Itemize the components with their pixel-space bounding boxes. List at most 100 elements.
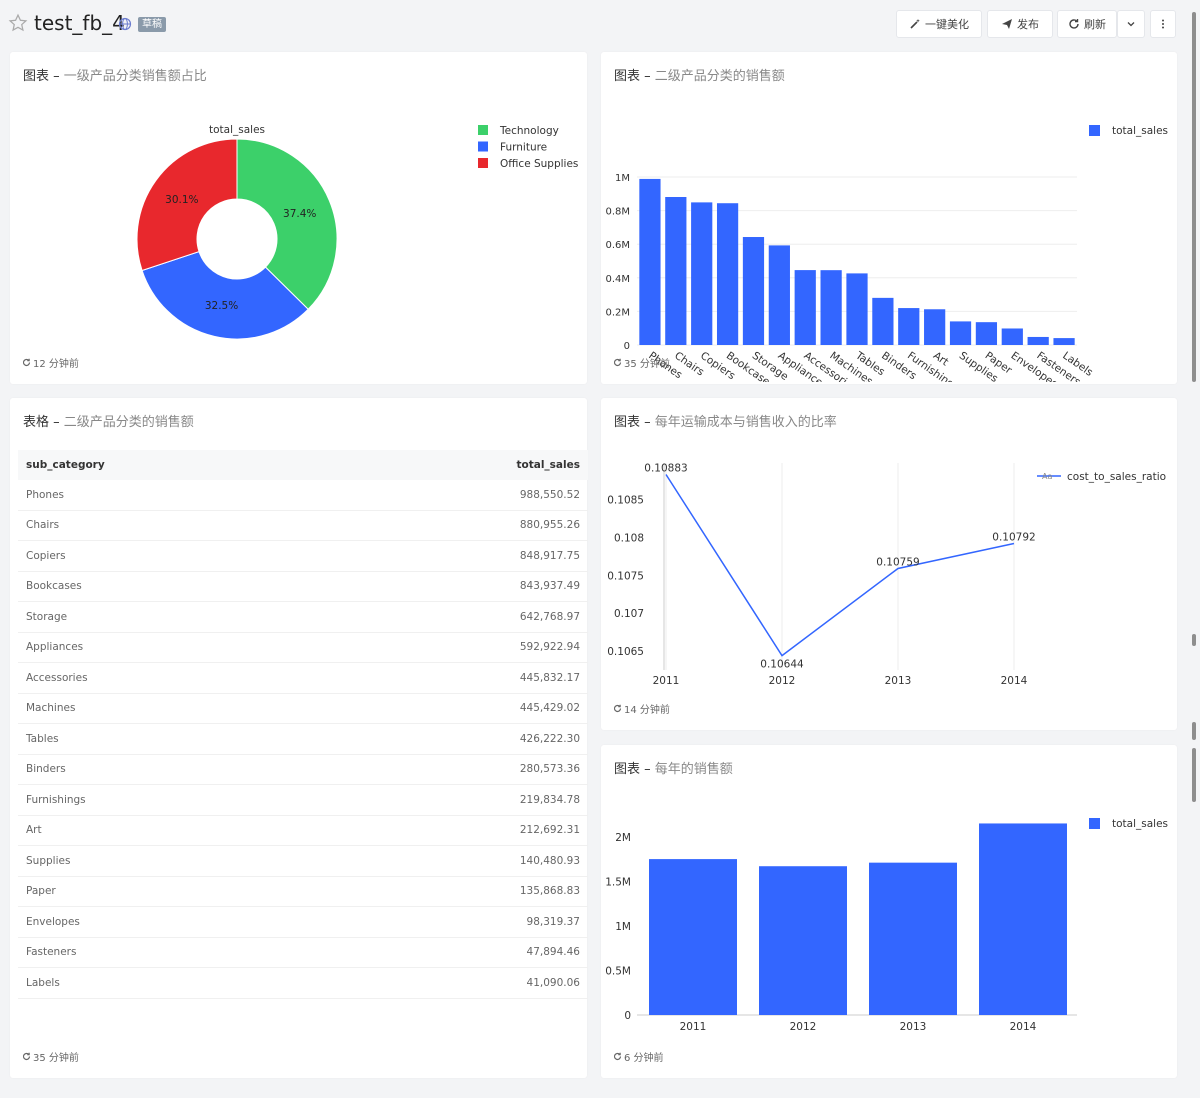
table-body: Phones 988,550.52 Chairs 880,955.26 Copiers 8…	[18, 480, 588, 999]
legend-label: Furniture	[500, 142, 547, 154]
table-row: Fasteners 47,894.46	[18, 938, 588, 968]
x-tick-label: 2013	[885, 675, 912, 687]
legend-swatch	[478, 141, 488, 152]
table-row: Supplies 140,480.93	[18, 846, 588, 877]
bar-binders	[872, 297, 894, 345]
scrollbar-thumb-3[interactable]	[1192, 722, 1196, 740]
refresh-small-icon	[613, 358, 622, 367]
table-row: Chairs 880,955.26	[18, 511, 588, 541]
y-tick-label: 0.5M	[605, 965, 631, 977]
cell-sub-category: Furnishings	[26, 793, 86, 806]
table-row: Machines 445,429.02	[18, 694, 588, 724]
refresh-small-icon	[613, 704, 622, 713]
refresh-button[interactable]: 刷新	[1057, 10, 1117, 38]
magic-wand-icon	[910, 19, 920, 29]
page-scrollbar[interactable]	[1190, 0, 1198, 1098]
card-title: 图表 – 每年运输成本与销售收入的比率	[614, 415, 837, 430]
card-title-prefix: 图表	[614, 69, 641, 84]
publish-label: 发布	[1017, 18, 1039, 31]
scrollbar-thumb-2[interactable]	[1192, 634, 1196, 646]
bar-supplies	[949, 321, 972, 345]
beautify-label: 一键美化	[925, 18, 969, 31]
cell-total-sales: 445,832.17	[519, 671, 580, 684]
y-tick-label: 0	[624, 1010, 631, 1022]
card-title-subtitle: 每年运输成本与销售收入的比率	[654, 415, 837, 430]
globe-icon	[118, 17, 132, 31]
legend-label: total_sales	[1112, 818, 1168, 830]
cell-sub-category: Tables	[26, 732, 59, 745]
y-tick-label: 0.1065	[607, 646, 644, 658]
card-footer: 35 分钟前	[613, 355, 670, 370]
ratio-line-card: 图表 – 每年运输成本与销售收入的比率 0.1065 0.107 0.1075 0.1…	[601, 398, 1177, 730]
table-row: Binders 280,573.36	[18, 755, 588, 785]
cell-total-sales: 135,868.83	[519, 885, 580, 898]
sales-table: sub_category total_sales Phones 988,550.5…	[18, 450, 588, 999]
pie-slice-office-supplies	[136, 138, 238, 272]
cell-sub-category: Accessories	[26, 671, 88, 684]
scrollbar-thumb[interactable]	[1192, 12, 1196, 382]
card-title: 表格 – 二级产品分类的销售额	[23, 415, 194, 430]
ratio-line-chart: 0.1065 0.107 0.1075 0.108 0.1085 0.10883 2011 0…	[607, 463, 1166, 687]
cell-total-sales: 140,480.93	[519, 854, 580, 867]
cell-sub-category: Paper	[26, 885, 56, 898]
card-title-subtitle: 二级产品分类的销售额	[63, 415, 194, 430]
star-icon[interactable]	[8, 13, 28, 33]
column-header-total-sales[interactable]: total_sales	[516, 459, 581, 471]
refresh-small-icon	[22, 358, 31, 367]
cell-sub-category: Fasteners	[26, 946, 77, 959]
card-title-subtitle: 每年的销售额	[654, 762, 733, 777]
draft-badge: 草稿	[138, 17, 166, 32]
bar-labels	[1053, 338, 1075, 345]
bar-copiers	[691, 202, 713, 345]
table-row: Tables 426,222.30	[18, 724, 588, 755]
publish-button[interactable]: 发布	[987, 10, 1053, 38]
updated-time: 14 分钟前	[624, 705, 670, 716]
pie-label: 37.4%	[283, 208, 316, 220]
legend-marker: Aa	[1042, 472, 1052, 481]
table-row: Furnishings 219,834.78	[18, 785, 588, 816]
bar-fasteners	[1027, 336, 1049, 345]
updated-time: 6 分钟前	[624, 1053, 664, 1064]
column-header-sub-category[interactable]: sub_category	[26, 459, 105, 471]
card-title: 图表 – 每年的销售额	[614, 762, 733, 777]
cell-sub-category: Supplies	[26, 854, 71, 867]
data-label: 0.10644	[760, 659, 804, 671]
bar-2011	[649, 859, 737, 1015]
more-vertical-icon	[1162, 19, 1164, 29]
table-row: Art 212,692.31	[18, 816, 588, 846]
cell-sub-category: Bookcases	[26, 580, 82, 593]
scrollbar-thumb-4[interactable]	[1192, 748, 1196, 802]
bar-phones	[639, 178, 661, 345]
dashboard-title: test_fb_4	[34, 11, 125, 35]
table-row: Storage 642,768.97	[18, 602, 588, 633]
legend-swatch	[1089, 125, 1100, 136]
y-tick-label: 0.6M	[605, 240, 630, 251]
bar-art	[924, 309, 946, 345]
card-title-prefix: 表格	[23, 415, 50, 430]
more-menu-button[interactable]	[1150, 10, 1176, 38]
updated-time: 35 分钟前	[33, 1053, 79, 1064]
cell-total-sales: 843,937.49	[519, 580, 580, 593]
x-tick-label: 2012	[790, 1021, 817, 1033]
beautify-button[interactable]: 一键美化	[896, 10, 982, 38]
cell-total-sales: 47,894.46	[526, 946, 580, 959]
legend-label: total_sales	[1112, 125, 1168, 137]
y-tick-label: 0.1085	[607, 495, 644, 507]
x-tick-label: 2011	[680, 1021, 707, 1033]
cell-total-sales: 642,768.97	[519, 610, 580, 623]
cell-sub-category: Phones	[26, 488, 64, 501]
y-tick-label: 0.4M	[605, 274, 630, 285]
refresh-options-dropdown[interactable]	[1117, 10, 1145, 38]
table-row: Copiers 848,917.75	[18, 541, 588, 572]
bar-appliances	[768, 245, 790, 345]
cell-total-sales: 445,429.02	[519, 702, 580, 715]
cell-total-sales: 212,692.31	[519, 824, 580, 837]
cell-total-sales: 280,573.36	[519, 763, 580, 776]
pie-title: total_sales	[209, 124, 265, 136]
table-row: Labels 41,090.06	[18, 968, 588, 999]
y-tick-label: 0.108	[614, 532, 644, 544]
yearly-sales-card: 图表 – 每年的销售额 0 0.5M 1M 1.5M 2M 2011 2012 2013 201…	[601, 745, 1177, 1078]
table-row: Paper 135,868.83	[18, 877, 588, 907]
y-tick-label: 2M	[615, 832, 631, 844]
cell-sub-category: Appliances	[26, 641, 84, 654]
